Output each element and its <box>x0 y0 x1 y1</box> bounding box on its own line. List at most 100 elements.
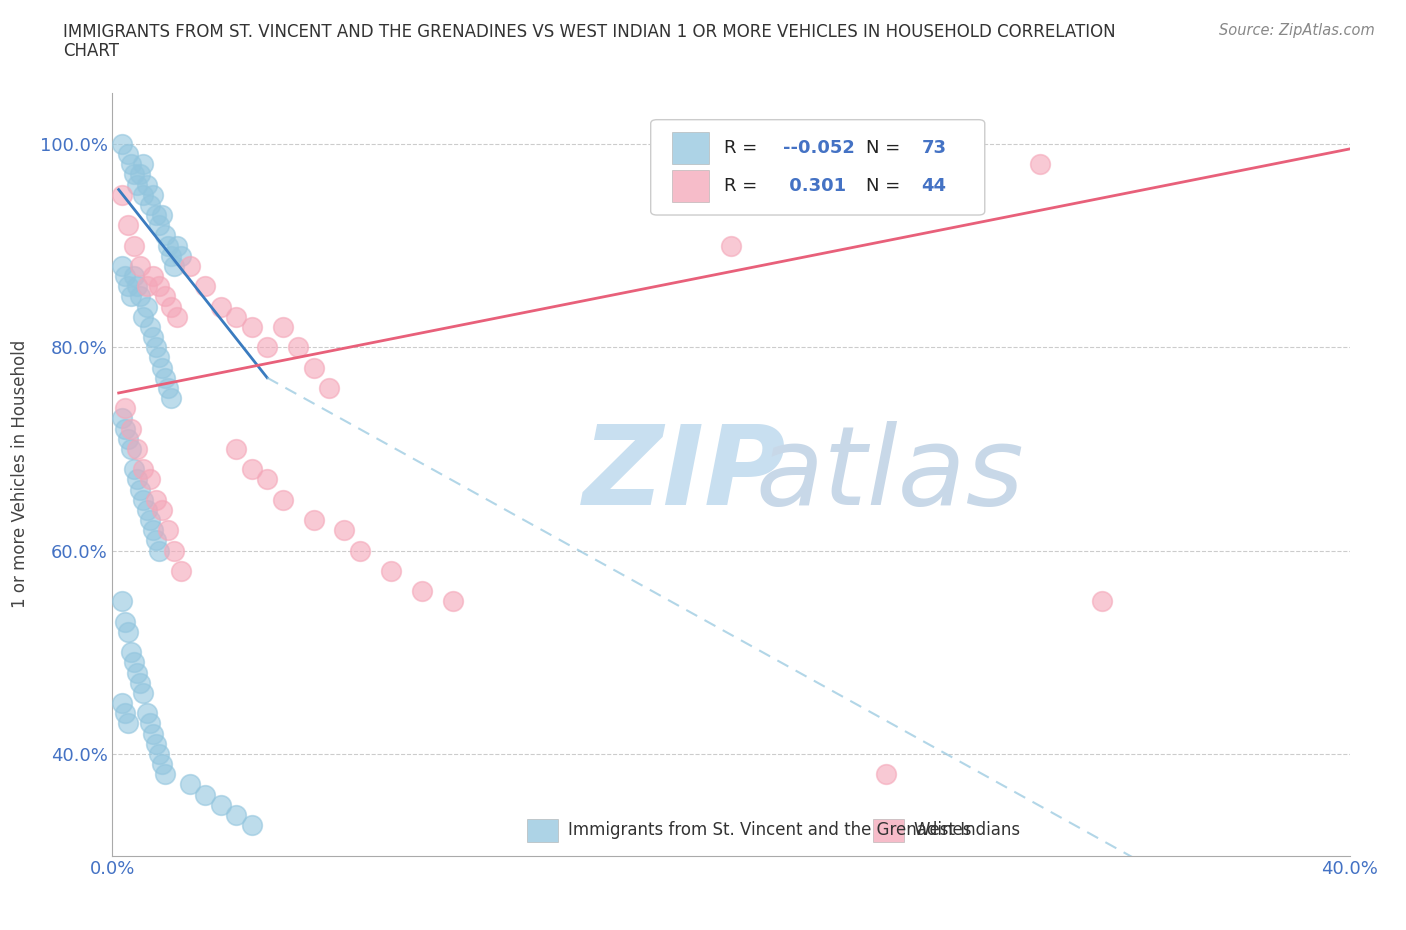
FancyBboxPatch shape <box>873 819 904 842</box>
Point <box>127 442 149 457</box>
Point <box>129 166 152 181</box>
Point <box>150 757 173 772</box>
Point <box>163 543 186 558</box>
Point <box>117 716 139 731</box>
Point <box>111 411 134 426</box>
Point <box>120 157 142 172</box>
Point <box>157 238 180 253</box>
Point <box>142 726 165 741</box>
Point <box>160 299 183 314</box>
Point <box>117 624 139 639</box>
Point <box>194 279 217 294</box>
Point <box>145 339 167 354</box>
Text: R =: R = <box>724 177 762 195</box>
Point <box>145 533 167 548</box>
Point <box>150 360 173 375</box>
Point <box>148 350 170 365</box>
Point <box>111 137 134 152</box>
Text: --0.052: --0.052 <box>783 139 855 157</box>
Point <box>240 817 263 832</box>
Point <box>145 207 167 222</box>
Point <box>142 523 165 538</box>
Point <box>153 289 176 304</box>
Point <box>120 421 142 436</box>
Point <box>1029 157 1052 172</box>
Text: ZIP: ZIP <box>582 420 786 528</box>
Text: N =: N = <box>866 139 905 157</box>
Point <box>111 696 134 711</box>
Point <box>287 339 309 354</box>
Text: 73: 73 <box>922 139 946 157</box>
Text: CHART: CHART <box>63 42 120 60</box>
Point <box>129 259 152 273</box>
Text: atlas: atlas <box>756 420 1025 528</box>
Point <box>114 615 136 630</box>
Point <box>148 279 170 294</box>
Point <box>117 147 139 162</box>
Point <box>163 259 186 273</box>
Point <box>114 401 136 416</box>
Point <box>157 523 180 538</box>
Point <box>349 543 371 558</box>
Point <box>135 279 157 294</box>
Point <box>318 380 340 395</box>
Point <box>132 462 155 477</box>
FancyBboxPatch shape <box>527 819 558 842</box>
Point <box>122 462 145 477</box>
Point <box>302 512 325 527</box>
Point <box>441 594 464 609</box>
Point <box>302 360 325 375</box>
Point <box>129 482 152 497</box>
Point <box>148 747 170 762</box>
Point <box>138 472 160 486</box>
Point <box>120 644 142 659</box>
Point <box>179 259 201 273</box>
Point <box>111 259 134 273</box>
Point <box>138 716 160 731</box>
Point <box>160 248 183 263</box>
Text: 44: 44 <box>922 177 946 195</box>
Point <box>150 502 173 517</box>
Point <box>333 523 356 538</box>
Point <box>411 584 433 599</box>
Point <box>256 472 278 486</box>
Point <box>240 319 263 334</box>
Text: IMMIGRANTS FROM ST. VINCENT AND THE GRENADINES VS WEST INDIAN 1 OR MORE VEHICLES: IMMIGRANTS FROM ST. VINCENT AND THE GREN… <box>63 23 1116 41</box>
Point <box>120 442 142 457</box>
Point <box>157 380 180 395</box>
Point <box>160 391 183 405</box>
Point <box>1091 594 1114 609</box>
Point <box>225 442 247 457</box>
Point <box>117 432 139 446</box>
Point <box>150 207 173 222</box>
Point <box>142 187 165 202</box>
Point <box>132 492 155 507</box>
Point <box>179 777 201 791</box>
Point <box>135 502 157 517</box>
Point <box>148 543 170 558</box>
Point <box>129 289 152 304</box>
Point <box>166 310 188 325</box>
Point <box>132 685 155 700</box>
Point <box>138 512 160 527</box>
Text: 0.301: 0.301 <box>783 177 846 195</box>
Point <box>153 228 176 243</box>
Point <box>117 279 139 294</box>
Text: West Indians: West Indians <box>914 821 1021 840</box>
Point <box>142 329 165 344</box>
Text: Immigrants from St. Vincent and the Grenadines: Immigrants from St. Vincent and the Gren… <box>568 821 972 840</box>
Point <box>194 787 217 802</box>
Point <box>138 197 160 212</box>
Point <box>114 706 136 721</box>
FancyBboxPatch shape <box>651 120 984 215</box>
Point <box>225 310 247 325</box>
Point <box>117 218 139 232</box>
Point <box>111 187 134 202</box>
Point <box>209 797 232 812</box>
Point <box>145 492 167 507</box>
Point <box>122 238 145 253</box>
Point <box>122 269 145 284</box>
Point <box>127 279 149 294</box>
Point <box>132 187 155 202</box>
Text: Source: ZipAtlas.com: Source: ZipAtlas.com <box>1219 23 1375 38</box>
